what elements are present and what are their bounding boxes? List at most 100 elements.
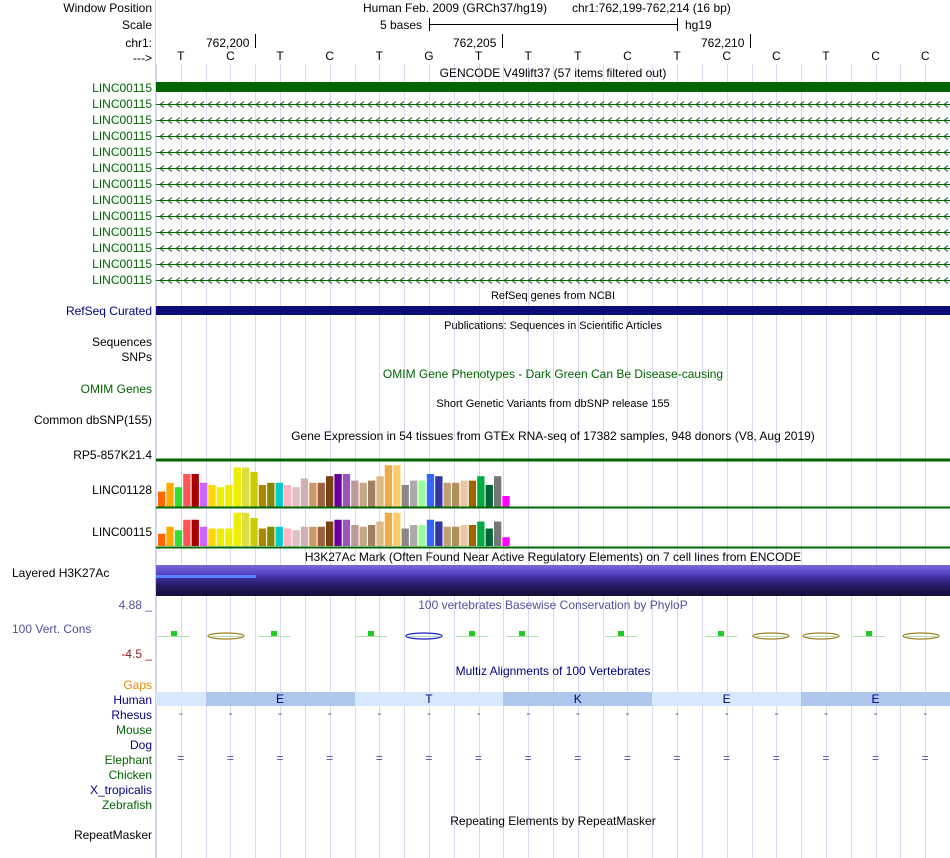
gencode-transcript-label[interactable]: LINC00115 <box>92 129 152 143</box>
species-label-elephant[interactable]: Elephant <box>104 753 152 767</box>
gtex-tissue-bar <box>418 525 426 546</box>
snps-track-label[interactable]: SNPs <box>121 350 152 364</box>
conservation-score-mark <box>718 631 724 636</box>
h3k27ac-track-label[interactable]: Layered H3K27Ac <box>12 566 110 580</box>
gtex-tissue-bar <box>359 526 367 546</box>
gtex-tissue-bar <box>460 525 468 546</box>
gtex-tissue-bar <box>485 485 493 507</box>
conservation-max-label: 4.88 _ <box>118 598 152 612</box>
gtex-tissue-bar <box>384 465 393 507</box>
gtex-tissue-bar <box>452 526 460 546</box>
species-label-zebrafish[interactable]: Zebrafish <box>101 798 152 812</box>
gtex-gene-label-2[interactable]: LINC01128 <box>92 483 152 497</box>
gencode-transcript-label[interactable]: LINC00115 <box>92 97 152 111</box>
base-letter: T <box>375 49 383 63</box>
gtex-expression-bars[interactable] <box>156 0 950 560</box>
repeatmasker-track-label[interactable]: RepeatMasker <box>73 828 152 842</box>
gtex-tissue-bar <box>494 476 502 507</box>
base-letter: T <box>177 49 185 63</box>
conservation-score-mark <box>171 631 177 636</box>
gtex-tissue-bar <box>174 530 183 546</box>
sequences-track-label[interactable]: Sequences <box>91 335 152 349</box>
gtex-tissue-bar <box>502 496 510 507</box>
scale-db-text: hg19 <box>685 18 712 32</box>
gtex-tissue-bar <box>393 465 401 507</box>
alignment-gap-mark: - <box>625 706 630 720</box>
gtex-track-title: Gene Expression in 54 tissues from GTEx … <box>291 429 815 443</box>
gtex-tissue-bar <box>275 526 283 546</box>
base-letter: C <box>871 49 880 63</box>
gencode-transcript-label[interactable]: LINC00115 <box>92 113 152 127</box>
gencode-transcript-label[interactable]: LINC00115 <box>92 161 152 175</box>
gtex-gene-label-1[interactable]: RP5-857K21.4 <box>73 448 152 462</box>
gtex-tissue-bar <box>242 512 250 546</box>
species-label-dog[interactable]: Dog <box>129 738 152 752</box>
gtex-tissue-bar <box>393 512 401 546</box>
gencode-transcript-label[interactable]: LINC00115 <box>92 225 152 239</box>
gtex-tissue-bar <box>368 480 376 507</box>
species-label-mouse[interactable]: Mouse <box>115 723 152 737</box>
gtex-tissue-bar <box>368 525 376 546</box>
species-label-rhesus[interactable]: Rhesus <box>111 708 152 722</box>
gtex-tissue-bar <box>359 482 367 507</box>
gtex-tissue-bar <box>158 491 166 507</box>
alignment-double-gap-mark: = <box>872 751 880 765</box>
gtex-tissue-bar <box>460 480 468 507</box>
gtex-gene-label-3[interactable]: LINC00115 <box>92 525 152 539</box>
publications-track-title: Publications: Sequences in Scientific Ar… <box>444 320 662 332</box>
dbsnp-track-label[interactable]: Common dbSNP(155) <box>33 413 152 427</box>
gencode-transcript-label[interactable]: LINC00115 <box>92 81 152 95</box>
gencode-transcripts[interactable] <box>156 0 950 300</box>
refseq-track-title: RefSeq genes from NCBI <box>490 290 616 302</box>
gencode-transcript-label[interactable]: LINC00115 <box>92 273 152 287</box>
scale-bar-right-tick <box>677 18 678 31</box>
alignment-double-gap-mark: = <box>177 751 185 765</box>
h3k27ac-peak-segment <box>156 575 256 578</box>
conservation-signal[interactable] <box>156 0 950 660</box>
conservation-loop-mark <box>802 632 840 640</box>
phylop-track-title: 100 vertebrates Basewise Conservation by… <box>418 598 688 612</box>
human-amino-acid: T <box>425 692 433 706</box>
refseq-track-label[interactable]: RefSeq Curated <box>65 304 152 318</box>
species-label-chicken[interactable]: Chicken <box>108 768 152 782</box>
refseq-gene-bar[interactable] <box>156 306 950 315</box>
gtex-tissue-bar <box>166 482 174 507</box>
gencode-transcript-label[interactable]: LINC00115 <box>92 193 152 207</box>
species-label-x_tropicalis[interactable]: X_tropicalis <box>89 783 152 797</box>
gtex-tissue-bar <box>443 482 451 507</box>
scale-bar <box>430 24 678 25</box>
gencode-transcript-label[interactable]: LINC00115 <box>92 145 152 159</box>
gtex-tissue-bar <box>418 480 426 507</box>
alignment-double-gap-mark: = <box>226 751 234 765</box>
gtex-tissue-bar <box>300 526 309 546</box>
ruler-tick-2 <box>502 34 503 48</box>
gencode-transcript-label[interactable]: LINC00115 <box>92 241 152 255</box>
gtex-tissue-bar <box>317 526 325 546</box>
species-label-human[interactable]: Human <box>113 693 152 707</box>
base-letter: C <box>920 49 930 63</box>
gencode-transcript-label[interactable]: LINC00115 <box>92 257 152 271</box>
gtex-tissue-bar <box>401 485 409 507</box>
gtex-tissue-bar <box>258 485 267 507</box>
conservation-score-mark <box>866 631 872 636</box>
omim-track-label[interactable]: OMIM Genes <box>80 382 152 396</box>
gtex-tissue-bar <box>183 519 191 546</box>
h3k27ac-layered-signal[interactable] <box>156 565 950 596</box>
gencode-transcript-label[interactable]: LINC00115 <box>92 209 152 223</box>
gtex-tissue-bar <box>468 480 477 507</box>
dbsnp-track-title: Short Genetic Variants from dbSNP releas… <box>436 398 670 410</box>
multiz-track-title: Multiz Alignments of 100 Vertebrates <box>455 664 651 678</box>
gtex-tissue-bar <box>208 485 216 507</box>
conservation-track-label[interactable]: 100 Vert. Cons <box>12 622 92 636</box>
gencode-strand-arrows <box>159 277 949 284</box>
gtex-tissue-bar <box>191 474 199 507</box>
gtex-tissue-bar <box>468 525 477 546</box>
gencode-transcript-label[interactable]: LINC00115 <box>92 177 152 191</box>
gtex-tissue-bar <box>351 525 359 546</box>
h3k27ac-track-title: H3K27Ac Mark (Often Found Near Active Re… <box>304 550 802 564</box>
ruler-tick-label-3: 762,210 <box>701 36 745 50</box>
human-amino-acid: E <box>722 692 731 706</box>
gtex-tissue-bar <box>292 530 300 546</box>
gtex-tissue-bar <box>309 482 317 507</box>
track-image-area[interactable]: Human Feb. 2009 (GRCh37/hg19) chr1:762,1… <box>156 0 950 858</box>
